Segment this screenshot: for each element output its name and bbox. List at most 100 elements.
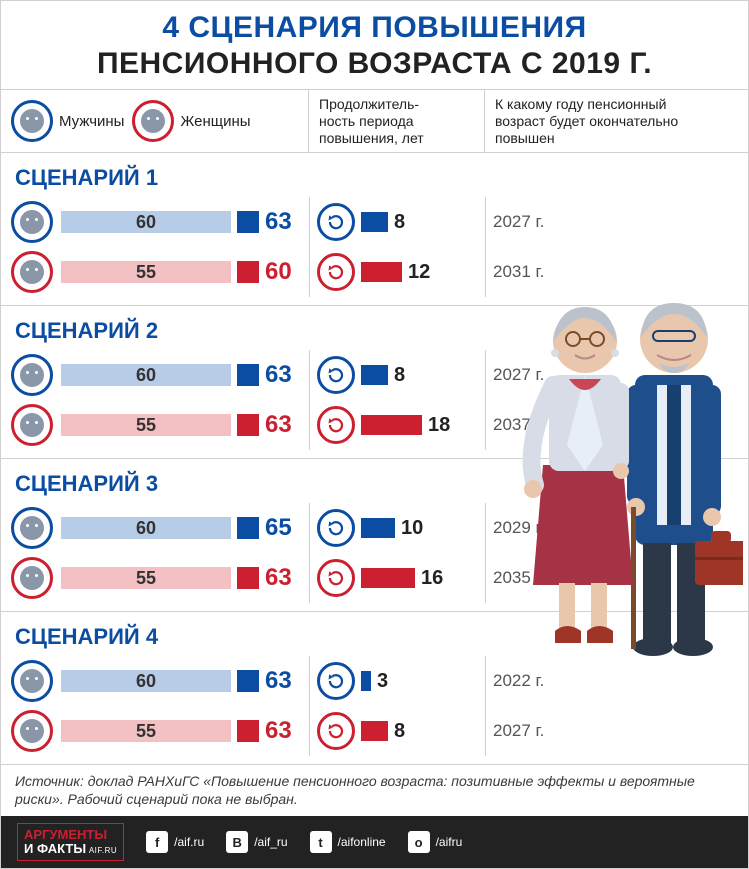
woman-icon	[11, 404, 53, 446]
col-duration-header: Продолжитель- ность периода повышения, л…	[309, 90, 485, 152]
scenario-title: СЦЕНАРИЙ 2	[1, 314, 748, 350]
target-year: 2022 г.	[485, 671, 748, 691]
logo-red: АРГУМЕНТЫ	[24, 827, 107, 842]
cycle-arrow-icon	[317, 406, 355, 444]
social-label: /aifonline	[338, 835, 386, 849]
social-icon: f	[146, 831, 168, 853]
bar-end-marker	[237, 414, 259, 436]
target-year: 2027 г.	[485, 365, 748, 385]
cycle-arrow-icon	[317, 662, 355, 700]
woman-icon	[11, 557, 53, 599]
social-label: /aif.ru	[174, 835, 204, 849]
duration-bar	[361, 212, 388, 232]
bar-end-marker	[237, 517, 259, 539]
duration-value: 8	[394, 364, 405, 387]
scenario-title: СЦЕНАРИЙ 4	[1, 620, 748, 656]
woman-icon	[132, 100, 174, 142]
woman-icon	[11, 710, 53, 752]
bar-start: 55	[61, 567, 231, 589]
scenario-row-red: 55 63 8 2027 г.	[1, 706, 748, 756]
duration-bar	[361, 415, 422, 435]
duration-value: 10	[401, 517, 423, 540]
social-icon: t	[310, 831, 332, 853]
title-line1: 4 СЦЕНАРИЯ ПОВЫШЕНИЯ	[11, 11, 738, 45]
bar-start: 60	[61, 364, 231, 386]
footer: АРГУМЕНТЫ И ФАКТЫ AIF.RU f/aif.ru B/aif_r…	[1, 816, 748, 868]
scenarios-list: СЦЕНАРИЙ 1 60 63 8 2027 г.	[1, 153, 748, 765]
scenario-title: СЦЕНАРИЙ 1	[1, 161, 748, 197]
woman-icon	[11, 251, 53, 293]
scenario-row-red: 55 60 12 2031 г.	[1, 247, 748, 297]
bar-start: 60	[61, 517, 231, 539]
socials: f/aif.ru B/aif_ru t/aifonline o/aifru	[146, 831, 462, 853]
target-year: 2027 г.	[485, 721, 748, 741]
man-icon	[11, 354, 53, 396]
social-link[interactable]: t/aifonline	[310, 831, 386, 853]
duration-bar	[361, 365, 388, 385]
bar-end-value: 60	[265, 258, 299, 286]
duration-bar	[361, 568, 415, 588]
duration-value: 8	[394, 211, 405, 234]
social-label: /aif_ru	[254, 835, 287, 849]
bar-end-marker	[237, 211, 259, 233]
target-year: 2031 г.	[485, 262, 748, 282]
bar-end-marker	[237, 567, 259, 589]
scenario: СЦЕНАРИЙ 3 60 65 10 2029 г.	[1, 459, 748, 612]
bar-end-value: 63	[265, 411, 299, 439]
title-block: 4 СЦЕНАРИЯ ПОВЫШЕНИЯ ПЕНСИОННОГО ВОЗРАСТ…	[1, 1, 748, 90]
scenario-row-red: 55 63 16 2035 г.	[1, 553, 748, 603]
social-icon: B	[226, 831, 248, 853]
legend-men-label: Мужчины	[59, 113, 124, 130]
col-gender-legend: Мужчины Женщины	[1, 90, 309, 152]
scenario-row-blue: 60 63 3 2022 г.	[1, 656, 748, 706]
logo-sub: AIF.RU	[89, 846, 117, 855]
bar-end-value: 63	[265, 717, 299, 745]
cycle-arrow-icon	[317, 356, 355, 394]
duration-bar	[361, 518, 395, 538]
man-icon	[11, 100, 53, 142]
legend-women-label: Женщины	[180, 113, 250, 130]
bar-end-value: 63	[265, 564, 299, 592]
duration-bar	[361, 721, 388, 741]
bar-end-value: 63	[265, 208, 299, 236]
scenario: СЦЕНАРИЙ 4 60 63 3 2022 г.	[1, 612, 748, 765]
title-line2: ПЕНСИОННОГО ВОЗРАСТА С 2019 Г.	[11, 47, 738, 81]
scenario: СЦЕНАРИЙ 2 60 63 8 2027 г.	[1, 306, 748, 459]
target-year: 2027 г.	[485, 212, 748, 232]
cycle-arrow-icon	[317, 203, 355, 241]
target-year: 2029 г.	[485, 518, 748, 538]
scenario-row-blue: 60 63 8 2027 г.	[1, 350, 748, 400]
bar-start: 55	[61, 720, 231, 742]
bar-start: 55	[61, 414, 231, 436]
man-icon	[11, 201, 53, 243]
target-year: 2035 г.	[485, 568, 748, 588]
social-link[interactable]: f/aif.ru	[146, 831, 204, 853]
logo: АРГУМЕНТЫ И ФАКТЫ AIF.RU	[17, 823, 124, 861]
duration-bar	[361, 671, 371, 691]
target-year: 2037 г.	[485, 415, 748, 435]
social-icon: o	[408, 831, 430, 853]
infographic-container: 4 СЦЕНАРИЯ ПОВЫШЕНИЯ ПЕНСИОННОГО ВОЗРАСТ…	[0, 0, 749, 869]
col-year-header: К какому году пенсионный возраст будет о…	[485, 90, 748, 152]
bar-end-marker	[237, 364, 259, 386]
social-link[interactable]: B/aif_ru	[226, 831, 287, 853]
bar-start: 60	[61, 211, 231, 233]
bar-start: 55	[61, 261, 231, 283]
duration-value: 12	[408, 261, 430, 284]
scenario: СЦЕНАРИЙ 1 60 63 8 2027 г.	[1, 153, 748, 306]
duration-value: 18	[428, 414, 450, 437]
duration-value: 8	[394, 720, 405, 743]
social-label: /aifru	[436, 835, 463, 849]
duration-value: 16	[421, 567, 443, 590]
bar-end-value: 63	[265, 361, 299, 389]
scenario-row-red: 55 63 18 2037 г.	[1, 400, 748, 450]
bar-end-value: 65	[265, 514, 299, 542]
logo-white: И ФАКТЫ	[24, 841, 86, 856]
duration-bar	[361, 262, 402, 282]
scenario-row-blue: 60 63 8 2027 г.	[1, 197, 748, 247]
social-link[interactable]: o/aifru	[408, 831, 463, 853]
legend-women: Женщины	[132, 100, 250, 142]
scenario-title: СЦЕНАРИЙ 3	[1, 467, 748, 503]
bar-end-marker	[237, 261, 259, 283]
legend-men: Мужчины	[11, 100, 124, 142]
